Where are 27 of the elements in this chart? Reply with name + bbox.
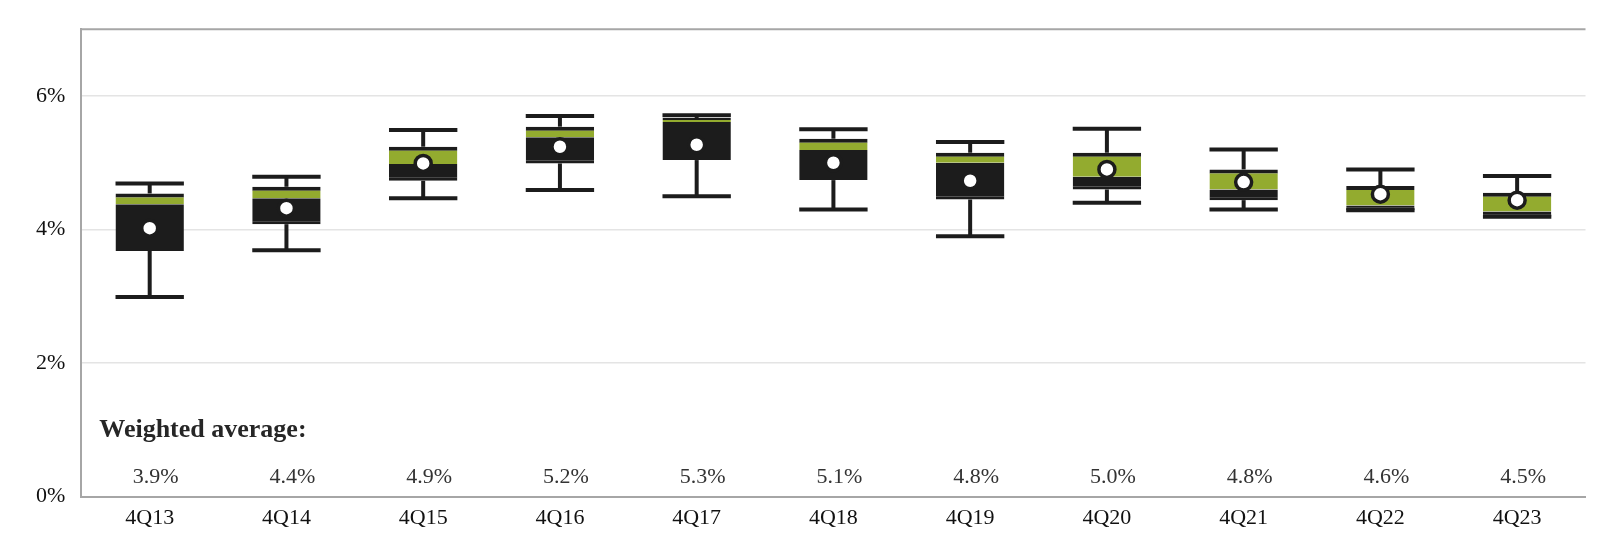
y-tick-label: 6%: [36, 81, 66, 107]
annotation: 5.0%: [1089, 463, 1136, 489]
y-tick-label: 2%: [36, 348, 66, 374]
y-tick-label: 0%: [36, 482, 66, 508]
x-tick-label: 4Q20: [1082, 503, 1132, 529]
x-tick-label: 4Q15: [398, 503, 448, 529]
x-tick-label: 4Q22: [1355, 503, 1405, 529]
x-tick-label: 4Q16: [535, 503, 585, 529]
x-tick-label: 4Q19: [945, 503, 995, 529]
annotation: 4.4%: [269, 463, 316, 489]
x-tick-label: 4Q18: [808, 503, 858, 529]
annotation: 4.6%: [1363, 463, 1410, 489]
annotation: Weighted average:: [99, 414, 307, 444]
x-tick-label: 4Q23: [1492, 503, 1542, 529]
annotation: 5.1%: [816, 463, 863, 489]
annotation: 4.9%: [406, 463, 453, 489]
x-tick-label: 4Q14: [262, 503, 311, 529]
annotation: 4.8%: [953, 463, 1000, 489]
y-tick-label: 4%: [36, 215, 66, 241]
annotation: 4.5%: [1500, 463, 1547, 489]
annotation: 5.2%: [543, 463, 589, 489]
x-tick-label: 4Q17: [672, 503, 722, 529]
x-tick-label: 4Q13: [125, 503, 175, 529]
annotation: 4.8%: [1226, 463, 1273, 489]
x-tick-label: 4Q21: [1219, 503, 1269, 529]
annotation: 5.3%: [679, 463, 726, 489]
annotation: 3.9%: [132, 463, 179, 489]
